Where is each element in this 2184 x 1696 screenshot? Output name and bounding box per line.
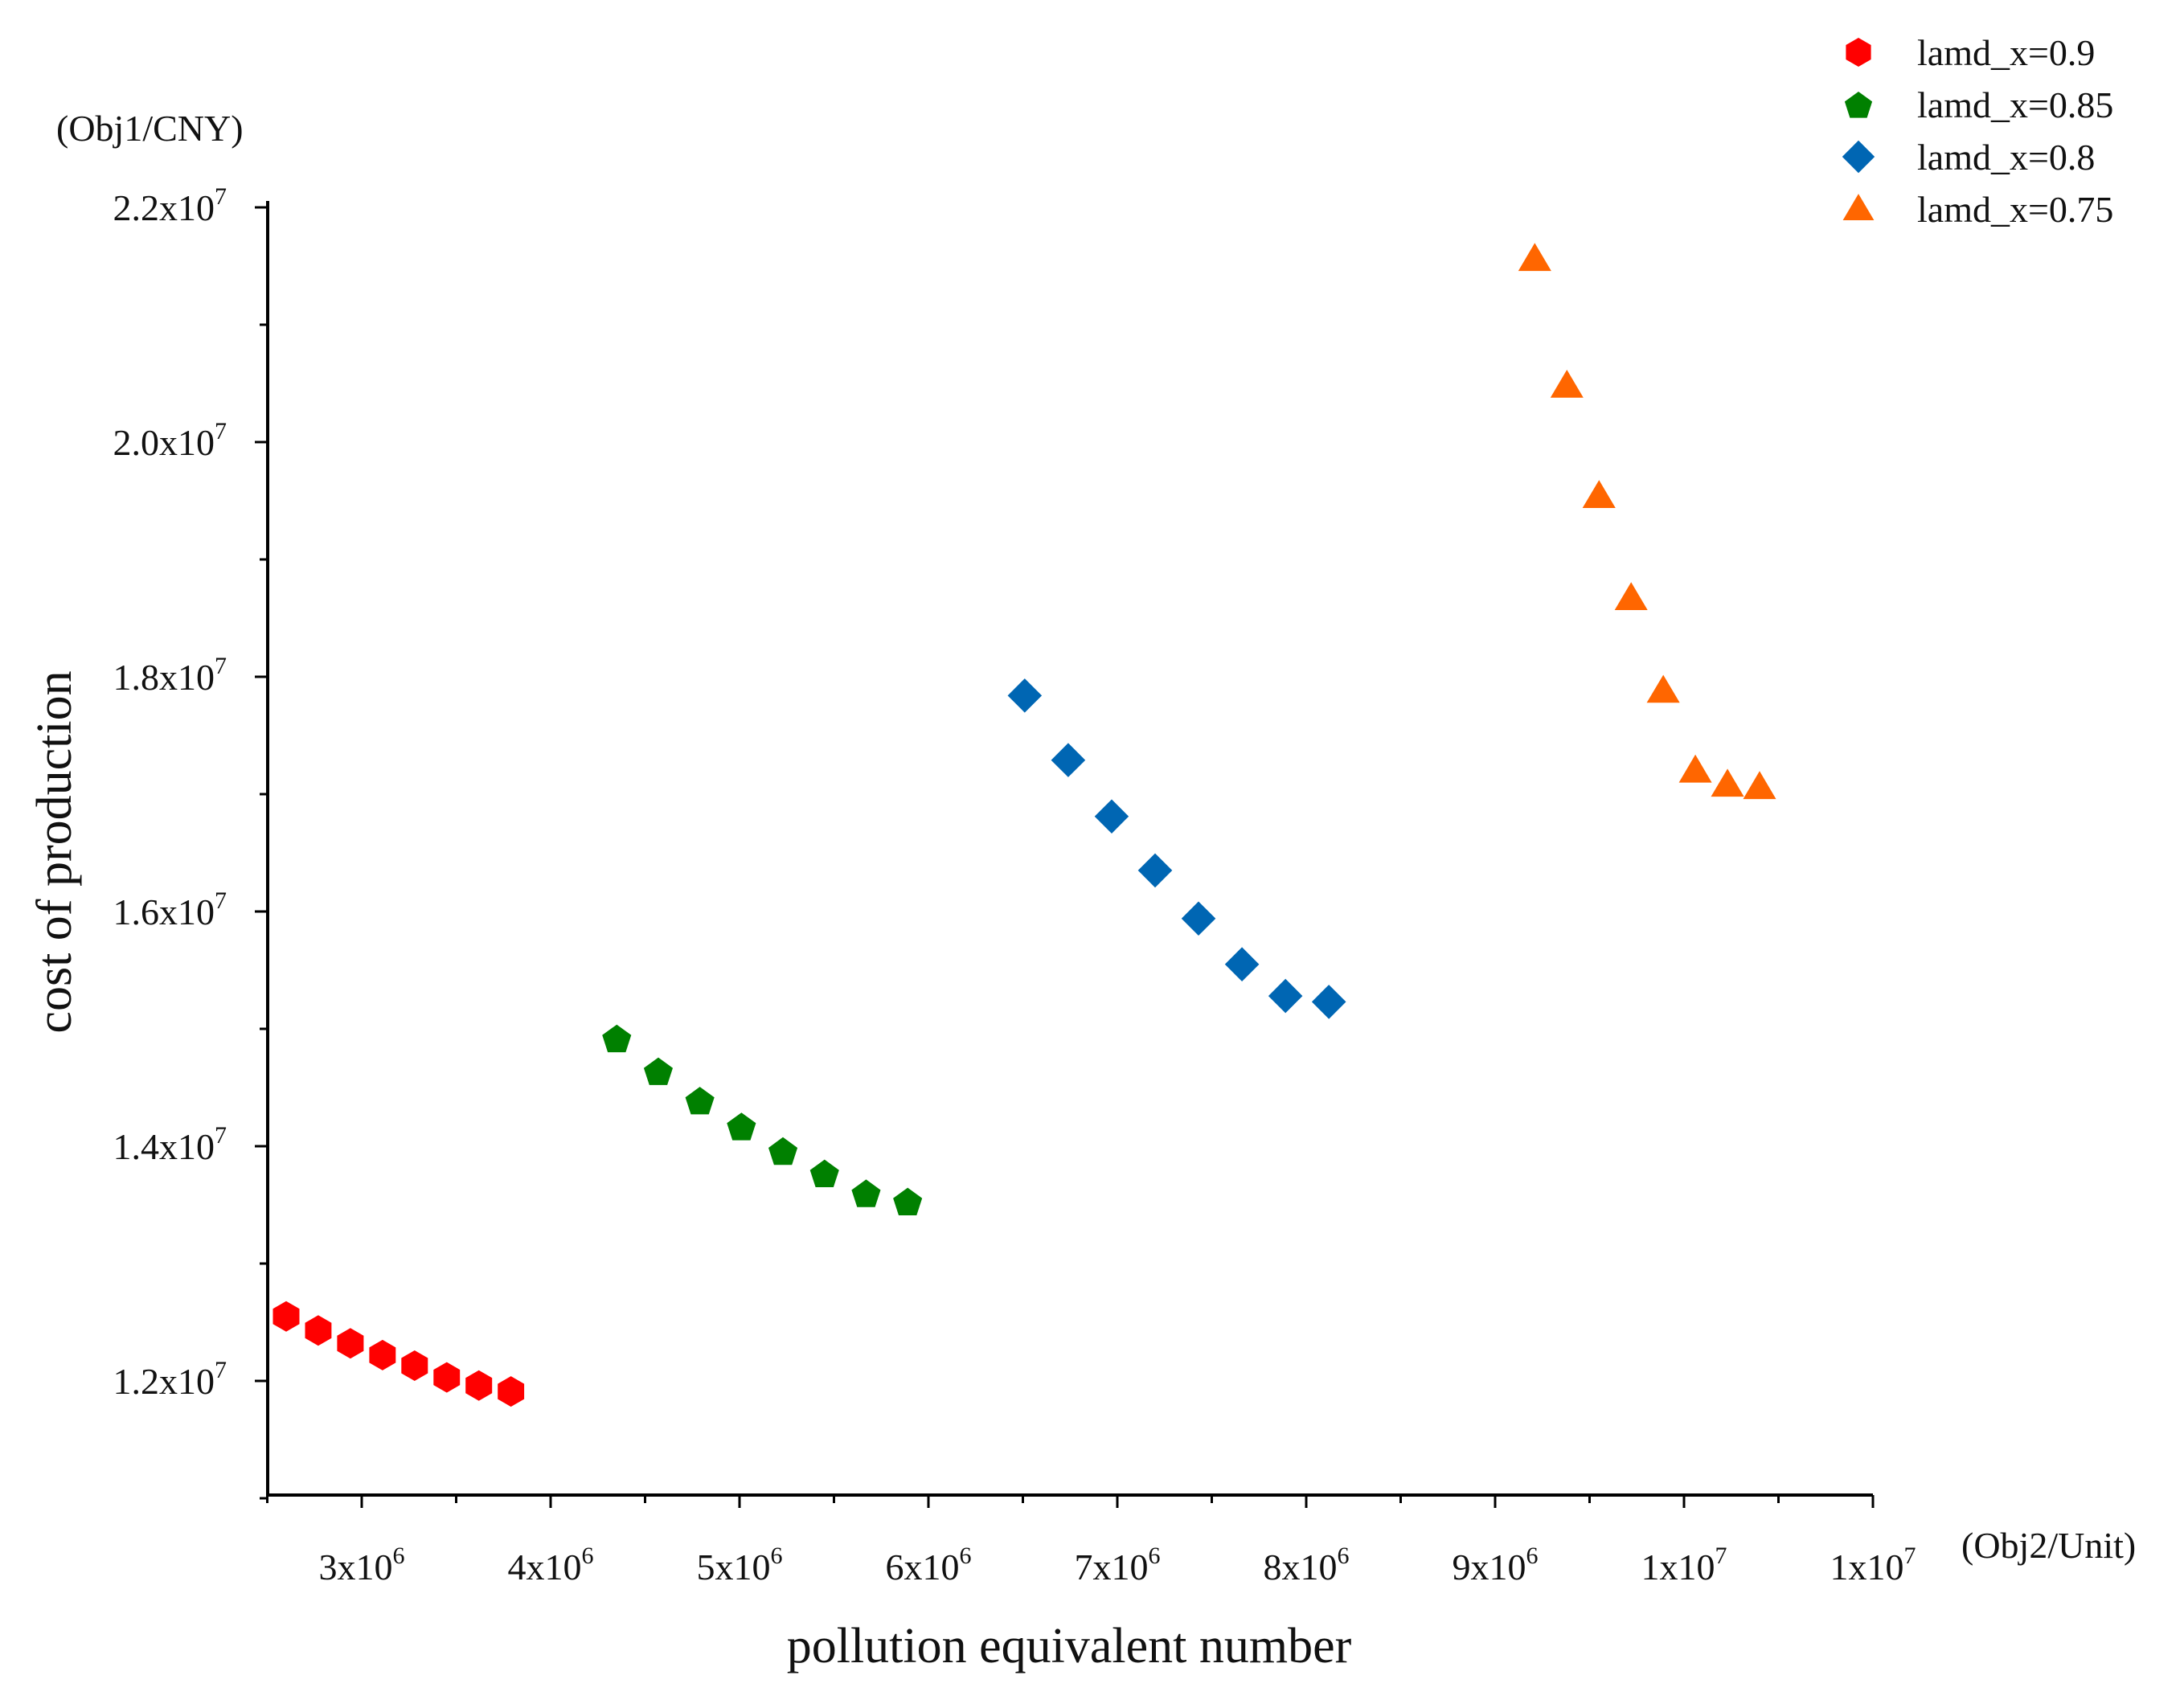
data-point-diamond — [1268, 978, 1303, 1014]
legend-label: lamd_x=0.9 — [1917, 32, 2095, 73]
x-tick-label: 5x106 — [697, 1542, 783, 1587]
x-tick-label: 3x106 — [319, 1542, 405, 1587]
data-point-hexagon — [401, 1350, 428, 1381]
y-tick-label: 1.6x107 — [113, 887, 227, 932]
data-point-pentagon — [768, 1137, 798, 1165]
data-point-diamond — [1311, 985, 1346, 1019]
y-tick-label: 2.0x107 — [113, 418, 227, 463]
data-point-hexagon — [465, 1370, 493, 1401]
data-point-triangle — [1711, 768, 1744, 797]
legend-marker-diamond — [1842, 140, 1875, 174]
legend-marker-hexagon — [1846, 38, 1871, 67]
x-axis-title: pollution equivalent number — [787, 1619, 1352, 1673]
data-point-triangle — [1582, 480, 1616, 508]
data-point-hexagon — [305, 1315, 332, 1346]
data-point-hexagon — [369, 1339, 396, 1370]
data-point-pentagon — [643, 1057, 673, 1085]
data-point-diamond — [1051, 743, 1086, 777]
legend-label: lamd_x=0.85 — [1917, 84, 2113, 125]
data-points — [272, 243, 1776, 1407]
data-point-hexagon — [272, 1301, 300, 1332]
data-point-hexagon — [498, 1376, 525, 1407]
data-point-pentagon — [851, 1179, 881, 1207]
data-point-triangle — [1614, 582, 1648, 610]
data-point-hexagon — [337, 1328, 364, 1359]
axes — [266, 201, 1873, 1497]
legend-label: lamd_x=0.8 — [1917, 137, 2095, 178]
data-point-pentagon — [809, 1159, 839, 1187]
x-tick-label: 6x106 — [886, 1542, 972, 1587]
x-tick-label: 4x106 — [508, 1542, 594, 1587]
y-tick-label: 1.2x107 — [113, 1357, 227, 1402]
data-point-pentagon — [893, 1187, 923, 1215]
data-point-diamond — [1224, 947, 1260, 981]
data-point-pentagon — [685, 1087, 715, 1115]
y-unit-label: (Obj1/CNY) — [56, 108, 244, 149]
data-point-diamond — [1181, 901, 1216, 936]
data-point-hexagon — [433, 1362, 461, 1393]
y-tick-label: 2.2x107 — [113, 183, 227, 228]
y-tick-label: 1.8x107 — [113, 653, 227, 698]
y-axis-title: cost of production — [27, 670, 82, 1033]
tick-labels: 3x106 4x106 5x106 6x106 7x106 8x106 9x106 1x107… — [113, 183, 1916, 1587]
x-tick-label: 1x107 — [1830, 1542, 1916, 1587]
data-point-diamond — [1007, 678, 1043, 713]
y-tick-label: 1.4x107 — [113, 1122, 227, 1167]
x-tick-label: 7x106 — [1075, 1542, 1161, 1587]
data-point-pentagon — [602, 1024, 632, 1053]
data-point-triangle — [1518, 243, 1551, 272]
data-point-triangle — [1743, 771, 1776, 800]
x-tick-label: 8x106 — [1264, 1542, 1350, 1587]
data-point-pentagon — [727, 1112, 756, 1141]
data-point-triangle — [1678, 754, 1712, 783]
x-unit-label: (Obj2/Unit) — [1961, 1525, 2136, 1566]
legend-marker-pentagon — [1844, 92, 1873, 118]
x-tick-label: 1x107 — [1641, 1542, 1727, 1587]
legend: lamd_x=0.9 lamd_x=0.85 lamd_x=0.8 lamd_x=0.… — [1842, 32, 2113, 230]
data-point-diamond — [1137, 853, 1173, 888]
ticks — [255, 206, 1875, 1508]
data-point-triangle — [1646, 674, 1680, 703]
data-point-diamond — [1094, 799, 1129, 834]
legend-marker-triangle — [1842, 194, 1875, 220]
legend-label: lamd_x=0.75 — [1917, 189, 2113, 230]
data-point-triangle — [1550, 370, 1584, 398]
x-tick-label: 9x106 — [1453, 1542, 1539, 1587]
